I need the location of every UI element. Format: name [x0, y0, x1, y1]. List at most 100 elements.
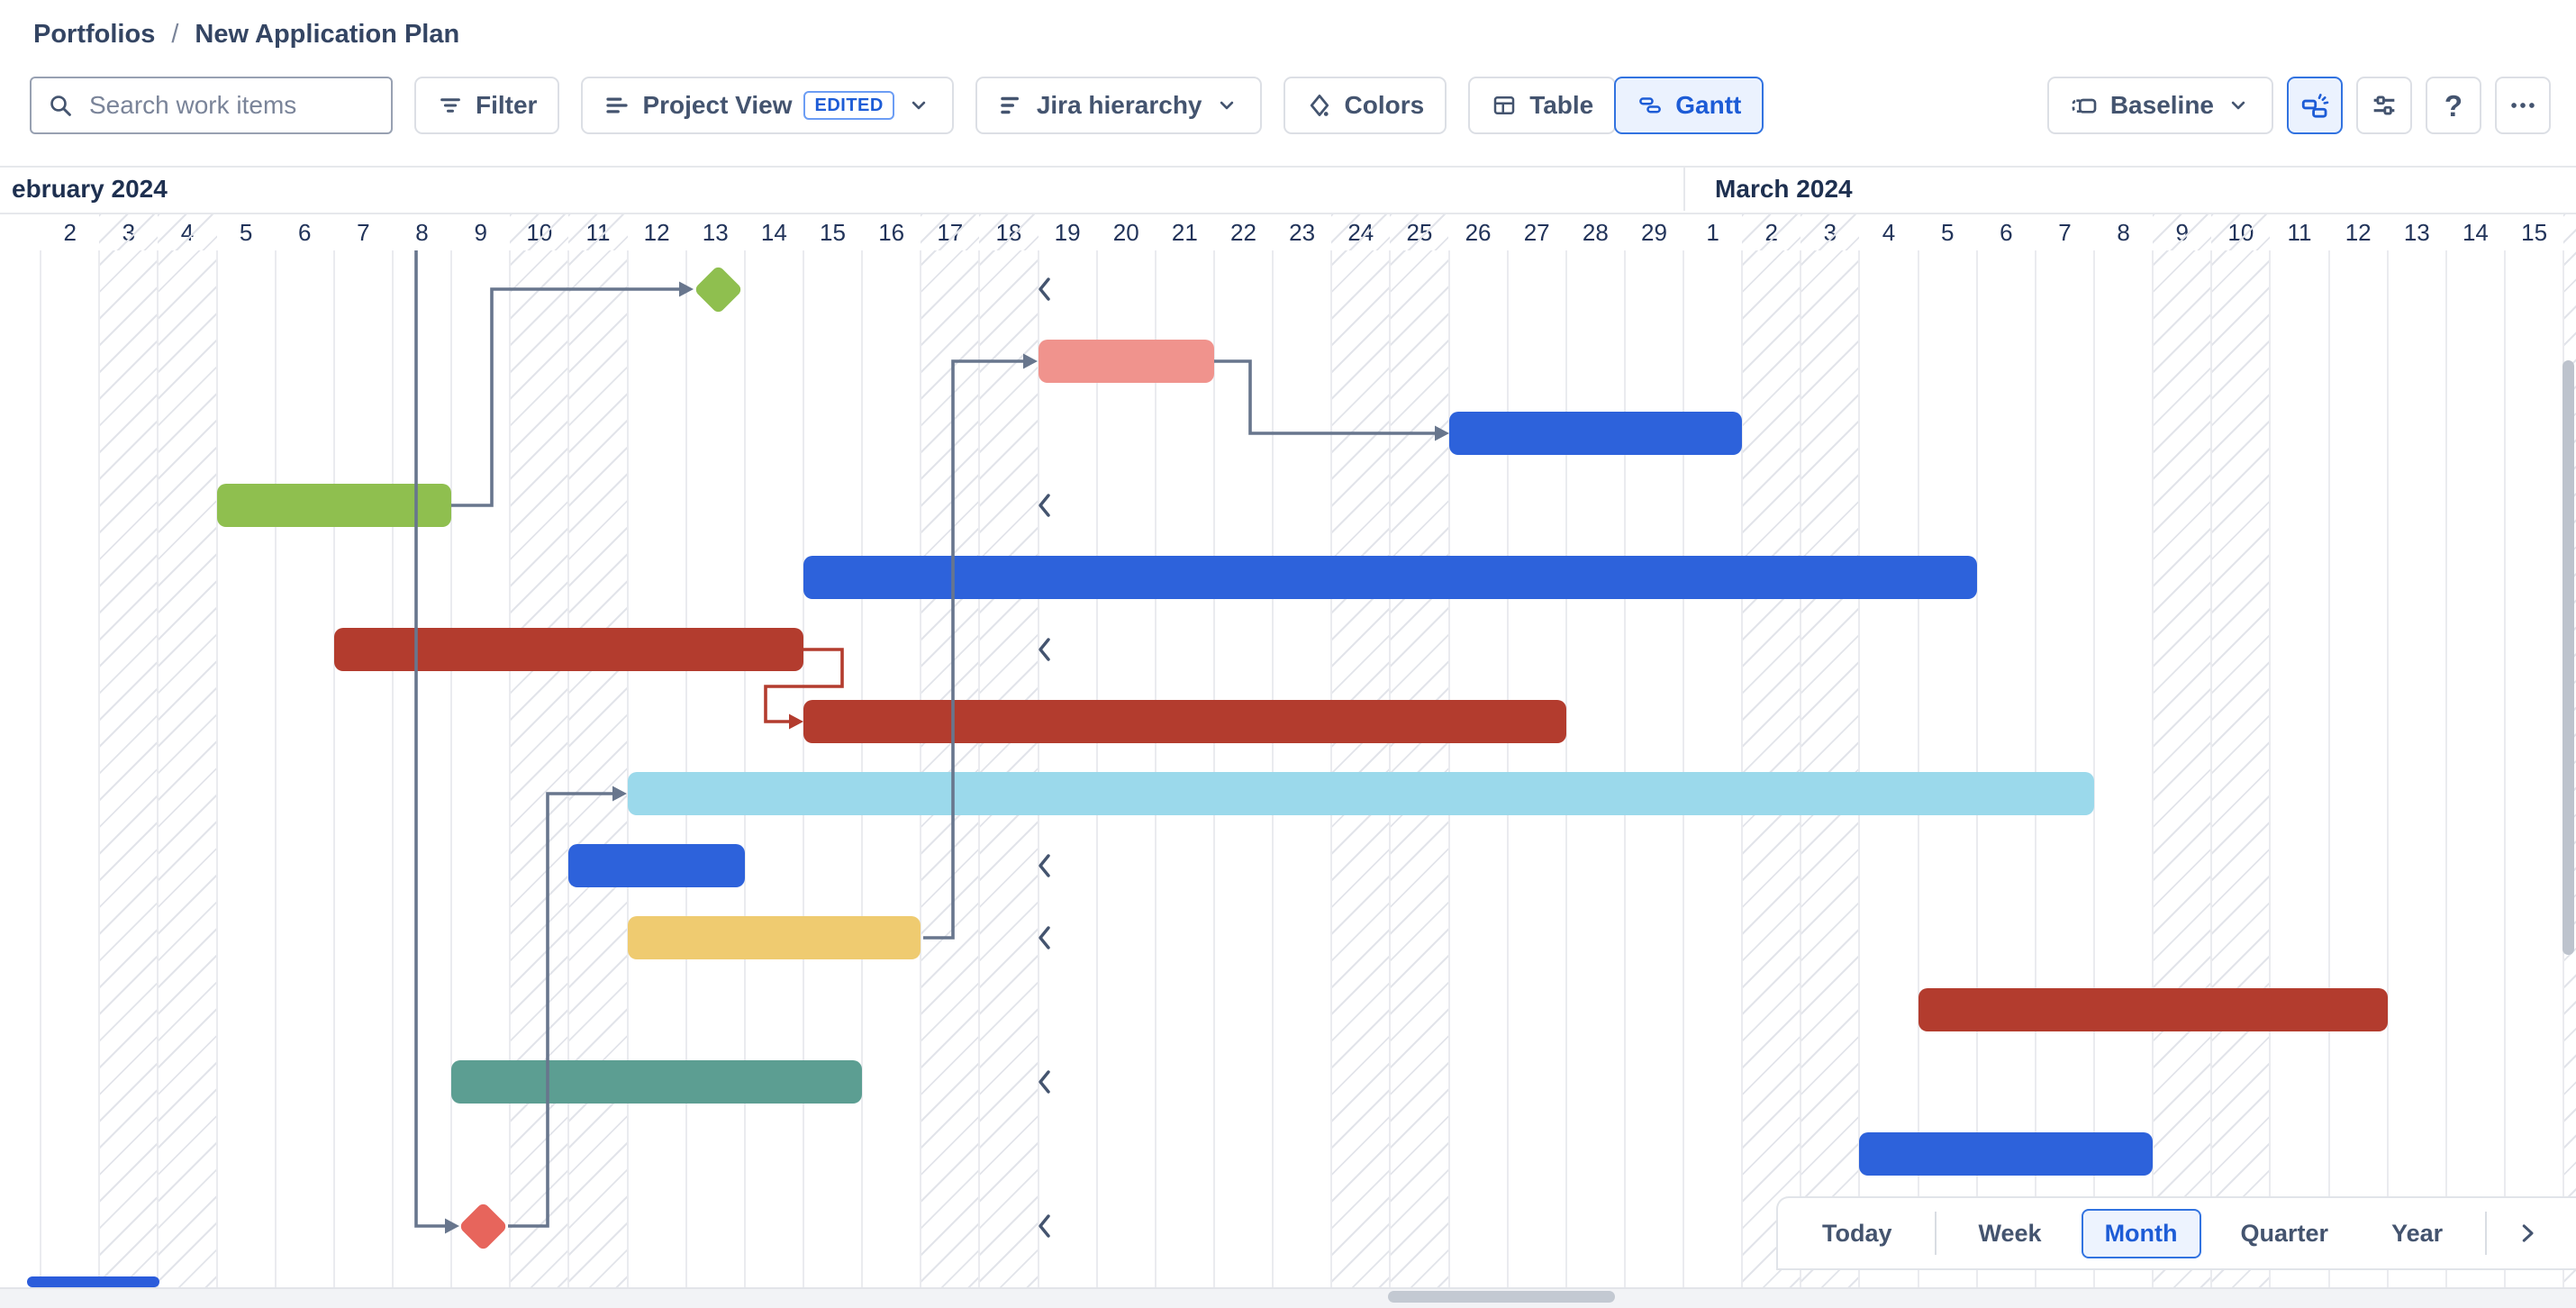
grid-line — [685, 250, 687, 1287]
weekend-hatch-column — [1331, 250, 1391, 1287]
weekend-hatch-column — [1390, 250, 1449, 1287]
offscreen-left-chevron-icon[interactable] — [1034, 634, 1056, 665]
weekend-hatch-header — [2153, 214, 2212, 250]
gantt-bar[interactable] — [803, 556, 1977, 599]
time-range-year[interactable]: Year — [2391, 1219, 2444, 1247]
gantt-view-button[interactable]: Gantt — [1614, 77, 1764, 134]
toolbar-left-group: Filter Project View EDITED Jira hierarch… — [30, 77, 1764, 134]
grid-line — [1154, 250, 1156, 1287]
day-label: 8 — [415, 218, 429, 246]
time-range-month[interactable]: Month — [2081, 1208, 2201, 1258]
table-view-button[interactable]: Table — [1468, 77, 1617, 134]
gantt-bar[interactable] — [803, 700, 1566, 743]
grid-line — [274, 250, 277, 1287]
offscreen-left-chevron-icon[interactable] — [1034, 1211, 1056, 1241]
day-label: 21 — [1171, 218, 1198, 246]
time-range-quarter[interactable]: Quarter — [2240, 1219, 2329, 1247]
time-range-week[interactable]: Week — [1978, 1219, 2042, 1247]
milestone-diamond[interactable] — [693, 264, 744, 314]
colors-icon — [1306, 92, 1333, 119]
timeline-month-row: ebruary 2024 March 2024 — [0, 168, 2576, 214]
gantt-bar[interactable] — [1448, 412, 1743, 455]
weekend-hatch-header — [510, 214, 569, 250]
gantt-bar[interactable] — [1038, 340, 1214, 383]
gantt-bar[interactable] — [568, 844, 745, 887]
gantt-bar[interactable] — [333, 628, 803, 671]
grid-line — [1683, 250, 1685, 1287]
grid-line — [391, 250, 394, 1287]
divider — [1934, 1212, 1937, 1255]
day-label: 9 — [474, 218, 487, 246]
grid-line — [2269, 250, 2272, 1287]
weekend-hatch-column — [979, 250, 1039, 1287]
grid-line — [2327, 250, 2330, 1287]
offscreen-left-chevron-icon[interactable] — [1034, 274, 1056, 304]
colors-button[interactable]: Colors — [1283, 77, 1447, 134]
help-button[interactable]: ? — [2426, 77, 2481, 134]
gantt-bar[interactable] — [627, 916, 921, 959]
search-input[interactable] — [87, 90, 391, 121]
weekend-hatch-column — [2153, 250, 2212, 1287]
day-label: 8 — [2117, 218, 2130, 246]
divider — [2485, 1212, 2488, 1255]
help-icon: ? — [2444, 88, 2463, 123]
filter-lines-icon — [437, 92, 464, 119]
filter-button[interactable]: Filter — [414, 77, 560, 134]
more-button[interactable] — [2495, 77, 2551, 134]
panel-scrollbar-accent[interactable] — [27, 1276, 159, 1287]
grid-line — [1623, 250, 1626, 1287]
grid-line — [1389, 250, 1392, 1287]
gantt-bar[interactable] — [1859, 1132, 2154, 1176]
chevron-right-icon[interactable] — [2503, 1209, 2552, 1258]
offscreen-left-chevron-icon[interactable] — [1034, 490, 1056, 521]
weekend-hatch-column — [99, 250, 159, 1287]
day-label: 6 — [298, 218, 312, 246]
gantt-bar[interactable] — [1918, 988, 2388, 1031]
weekend-hatch-header — [158, 214, 217, 250]
chevron-down-icon — [1214, 93, 1239, 118]
offscreen-left-chevron-icon[interactable] — [1034, 922, 1056, 953]
weekend-hatch-column — [921, 250, 980, 1287]
weekend-hatch-column — [1800, 250, 1860, 1287]
gantt-icon — [1637, 92, 1664, 119]
horizontal-scrollbar-thumb[interactable] — [1388, 1291, 1615, 1303]
grid-line — [1975, 250, 1978, 1287]
dependency-create-button[interactable] — [2287, 77, 2343, 134]
baseline-button[interactable]: Baseline — [2046, 77, 2273, 134]
weekend-hatch-header — [921, 214, 980, 250]
breadcrumb-portfolios[interactable]: Portfolios — [33, 20, 156, 49]
hierarchy-button[interactable]: Jira hierarchy — [975, 77, 1262, 134]
day-label: 1 — [1706, 218, 1719, 246]
grid-line — [861, 250, 864, 1287]
vertical-scrollbar-thumb[interactable] — [2562, 360, 2574, 955]
weekend-hatch-column — [1742, 250, 1801, 1287]
day-label: 7 — [2058, 218, 2072, 246]
offscreen-left-chevron-icon[interactable] — [1034, 850, 1056, 881]
settings-sliders-icon — [2369, 90, 2399, 121]
grid-line — [1565, 250, 1567, 1287]
day-label: 14 — [760, 218, 787, 246]
gantt-bar[interactable] — [216, 484, 452, 527]
day-label: 5 — [239, 218, 253, 246]
month-label: ebruary 2024 — [12, 175, 168, 203]
grid-line — [1272, 250, 1274, 1287]
gantt-bar[interactable] — [627, 772, 2095, 815]
search-input-wrap — [30, 77, 393, 134]
day-label: 2 — [63, 218, 77, 246]
milestone-diamond[interactable] — [458, 1201, 509, 1251]
time-range-today[interactable]: Today — [1822, 1219, 1892, 1247]
grid-line — [1741, 250, 1744, 1287]
grid-line — [1800, 250, 1802, 1287]
edited-badge: EDITED — [803, 91, 894, 120]
weekend-hatch-header — [99, 214, 159, 250]
project-view-button[interactable]: Project View EDITED — [581, 77, 954, 134]
offscreen-left-chevron-icon[interactable] — [1034, 1067, 1056, 1097]
dependency-create-icon — [2299, 90, 2330, 121]
day-label: 20 — [1112, 218, 1139, 246]
grid-line — [2093, 250, 2096, 1287]
settings-sliders-button[interactable] — [2356, 77, 2412, 134]
gantt-bar[interactable] — [451, 1060, 863, 1104]
search-icon — [46, 91, 75, 120]
day-label: 29 — [1641, 218, 1667, 246]
